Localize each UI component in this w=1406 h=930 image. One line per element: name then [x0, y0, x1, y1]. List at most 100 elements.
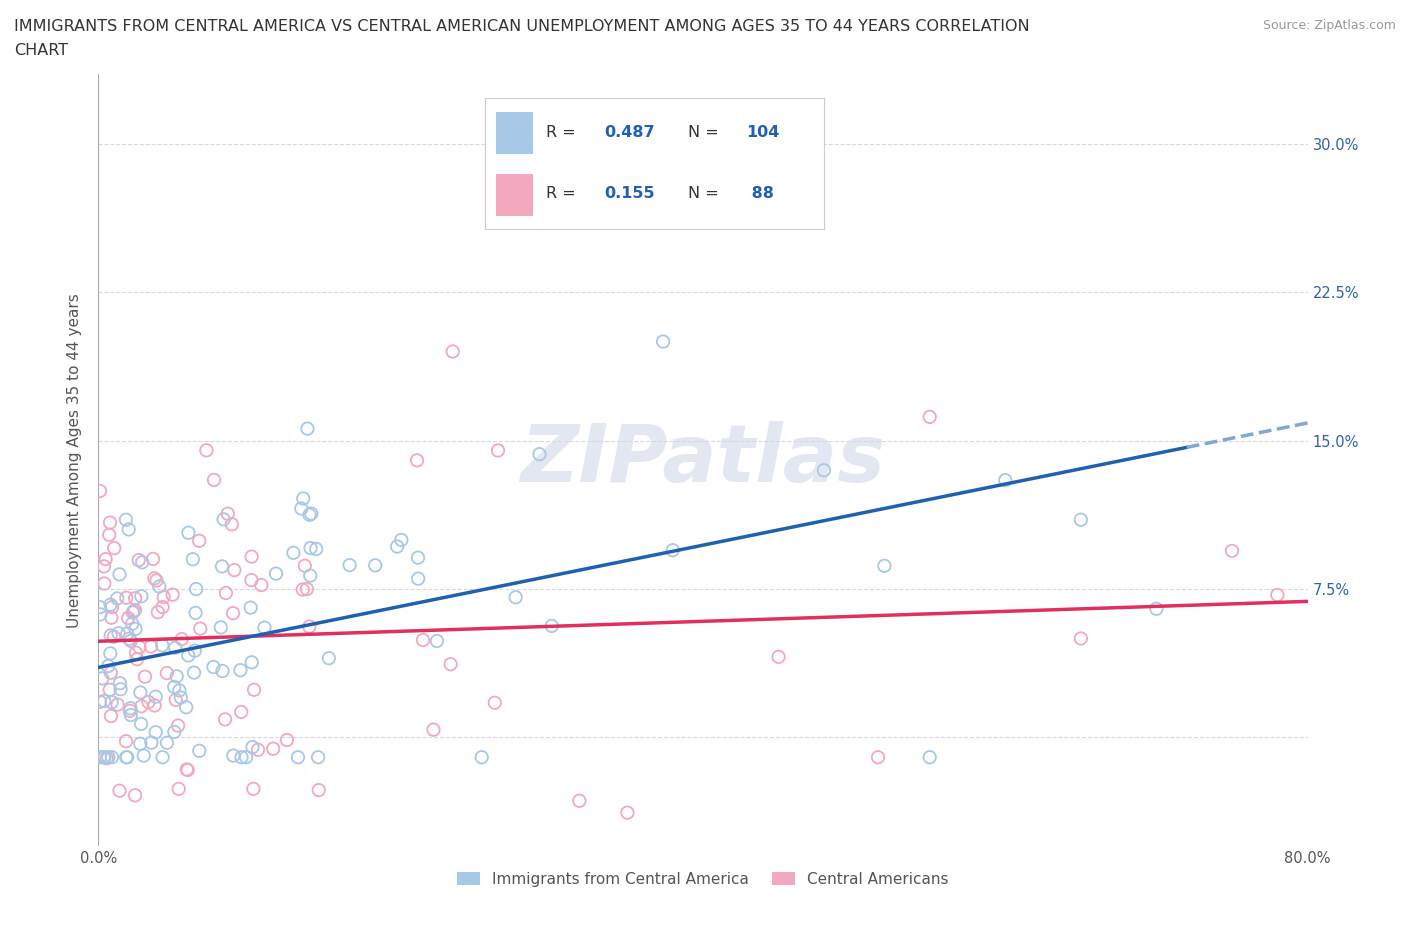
Point: [231, 750, 253, 764]
Point: [115, 734, 138, 749]
Point: [94, 551, 117, 566]
Point: [108, 783, 131, 798]
Point: [202, 472, 225, 487]
Point: [440, 657, 463, 671]
Point: [540, 618, 562, 633]
Point: [115, 512, 138, 527]
Point: [215, 586, 238, 601]
Point: [422, 723, 444, 737]
Point: [124, 591, 146, 605]
Point: [97, 750, 120, 764]
Point: [235, 750, 257, 764]
Point: [246, 742, 269, 757]
Point: [98, 515, 121, 530]
Point: [129, 685, 152, 700]
Point: [568, 793, 591, 808]
Point: [176, 763, 198, 777]
Point: [156, 666, 179, 681]
Point: [299, 540, 322, 555]
Point: [471, 750, 494, 764]
Point: [105, 591, 128, 605]
Point: [131, 589, 153, 604]
Point: [1220, 543, 1243, 558]
Point: [253, 620, 276, 635]
Point: [484, 696, 506, 711]
Point: [188, 621, 211, 636]
Point: [152, 600, 174, 615]
Point: [339, 558, 361, 573]
Point: [1070, 512, 1092, 527]
Point: [129, 737, 152, 751]
Point: [318, 651, 340, 666]
Point: [209, 620, 232, 635]
Point: [250, 578, 273, 592]
Point: [222, 605, 245, 620]
Point: [918, 750, 941, 764]
Point: [217, 506, 239, 521]
Point: [426, 633, 449, 648]
Point: [866, 750, 889, 764]
Point: [295, 581, 318, 596]
Point: [652, 334, 675, 349]
Point: [291, 582, 314, 597]
Point: [120, 708, 142, 723]
Point: [243, 683, 266, 698]
Point: [211, 559, 233, 574]
Point: [125, 645, 148, 660]
Point: [305, 541, 328, 556]
Point: [120, 701, 142, 716]
Point: [118, 631, 141, 646]
Point: [107, 698, 129, 712]
Point: [98, 646, 121, 661]
Point: [406, 571, 429, 586]
Y-axis label: Unemployment Among Ages 35 to 44 years: Unemployment Among Ages 35 to 44 years: [67, 293, 83, 628]
Point: [184, 644, 207, 658]
Point: [287, 750, 309, 764]
Text: CHART: CHART: [14, 43, 67, 58]
Point: [1144, 602, 1167, 617]
Point: [118, 703, 141, 718]
Point: [299, 506, 322, 521]
Point: [143, 571, 166, 586]
Point: [202, 659, 225, 674]
Point: [121, 605, 143, 620]
Point: [873, 558, 896, 573]
Point: [115, 750, 138, 764]
Point: [89, 695, 111, 710]
Point: [100, 610, 122, 625]
Point: [240, 573, 263, 588]
Point: [292, 491, 315, 506]
Point: [100, 597, 122, 612]
Point: [108, 676, 131, 691]
Point: [616, 805, 638, 820]
Point: [297, 421, 319, 436]
Point: [100, 695, 122, 710]
Point: [118, 522, 141, 537]
Point: [124, 621, 146, 636]
Point: [128, 640, 150, 655]
Point: [298, 508, 321, 523]
Point: [262, 741, 284, 756]
Point: [264, 566, 287, 581]
Point: [110, 682, 132, 697]
Point: [89, 607, 111, 622]
Point: [150, 638, 173, 653]
Point: [103, 630, 125, 644]
Point: [170, 631, 193, 646]
Point: [139, 639, 162, 654]
Point: [389, 533, 412, 548]
Point: [103, 540, 125, 555]
Point: [117, 611, 139, 626]
Legend: Immigrants from Central America, Central Americans: Immigrants from Central America, Central…: [451, 866, 955, 893]
Point: [211, 663, 233, 678]
Point: [240, 655, 263, 670]
Point: [93, 576, 115, 591]
Point: [994, 472, 1017, 487]
Point: [165, 641, 187, 656]
Point: [93, 750, 115, 764]
Point: [214, 712, 236, 727]
Point: [167, 781, 190, 796]
Point: [93, 694, 115, 709]
Point: [122, 604, 145, 618]
Point: [183, 665, 205, 680]
